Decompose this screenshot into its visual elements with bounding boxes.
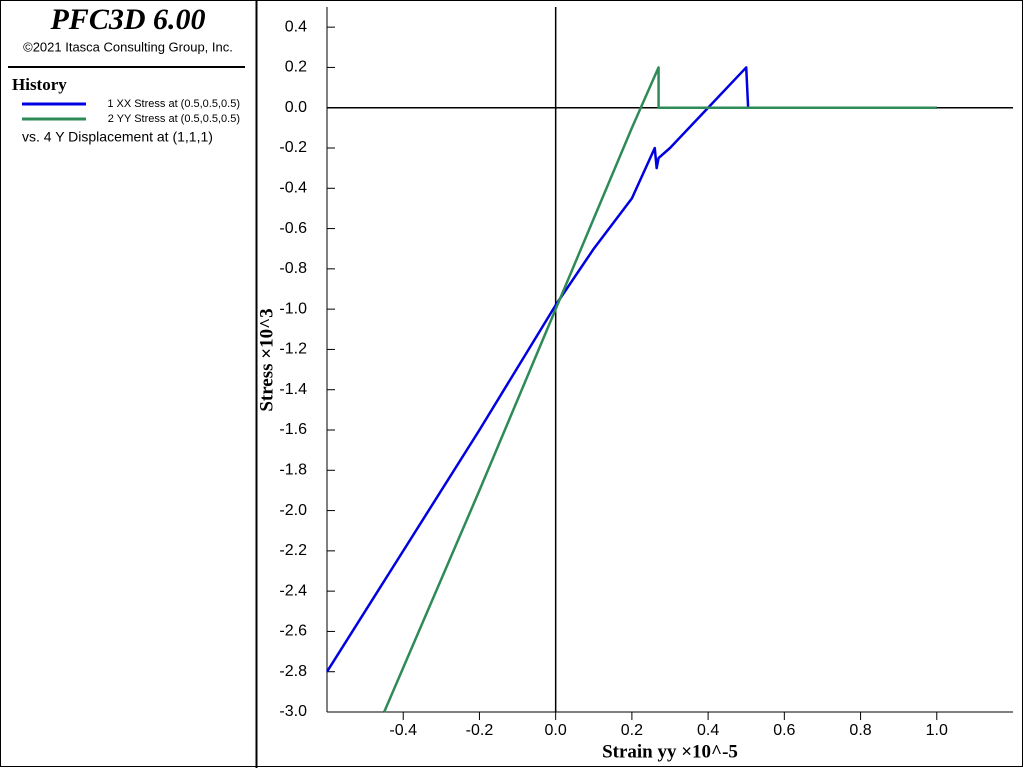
y-tick-label: -1.2 [279,341,307,358]
y-tick-label: -0.8 [279,260,307,277]
y-tick-label: -0.2 [279,139,307,156]
x-tick-label: 0.2 [621,722,643,739]
y-tick-label: 0.4 [285,18,307,35]
y-tick-label: -2.4 [279,582,307,599]
legend-label: 2 YY Stress at (0.5,0.5,0.5) [108,113,240,125]
y-tick-label: -2.2 [279,542,307,559]
series-line [383,66,937,713]
legend-label: 1 XX Stress at (0.5,0.5,0.5) [107,98,240,110]
x-tick-label: 0.8 [849,722,871,739]
y-tick-label: -2.8 [279,663,307,680]
copyright: ©2021 Itasca Consulting Group, Inc. [23,39,233,54]
y-tick-label: 0.2 [285,59,307,76]
y-tick-label: 0.0 [285,99,307,116]
x-tick-label: 0.4 [697,722,719,739]
app-title: PFC3D 6.00 [49,3,205,36]
x-axis-title: Strain yy ×10^-5 [602,741,738,762]
x-tick-label: -0.2 [466,722,494,739]
x-tick-label: 0.6 [773,722,795,739]
y-tick-label: -1.8 [279,462,307,479]
x-tick-label: 0.0 [545,722,567,739]
x-tick-label: -0.4 [389,722,417,739]
x-variable: vs. 4 Y Displacement at (1,1,1) [22,129,213,145]
y-tick-label: -1.4 [279,381,307,398]
y-tick-label: -2.0 [279,502,307,519]
x-tick-label: 1.0 [926,722,948,739]
y-tick-label: -0.6 [279,220,307,237]
y-axis-title: Stress ×10^3 [256,308,277,411]
y-tick-label: -3.0 [279,703,307,720]
y-tick-label: -1.6 [279,421,307,438]
series-line [325,66,937,673]
y-tick-label: -0.4 [279,180,307,197]
y-tick-label: -2.6 [279,623,307,640]
history-heading: History [12,75,67,94]
y-tick-label: -1.0 [279,300,307,317]
